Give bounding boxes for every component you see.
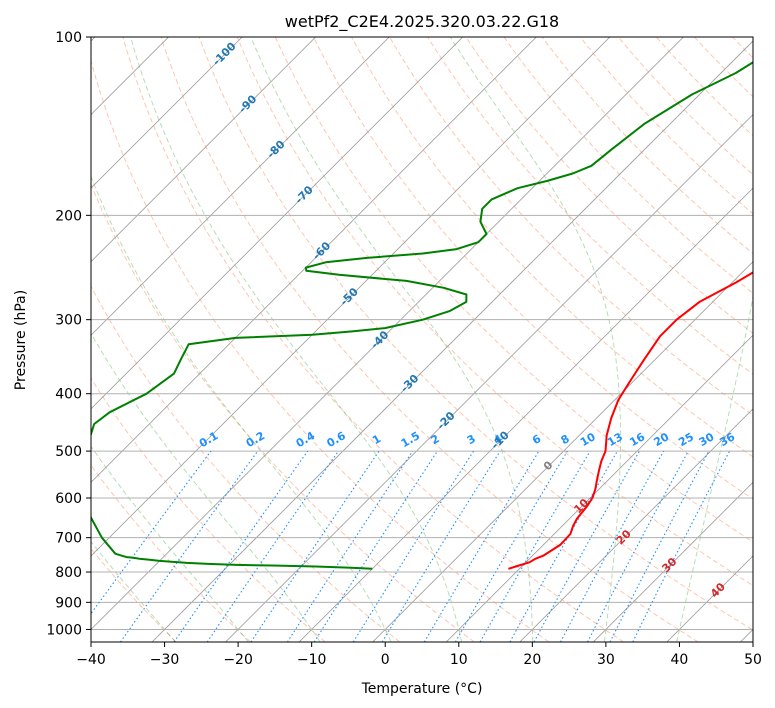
- y-tick-label: 400: [55, 387, 82, 403]
- isotherm: [91, 37, 537, 483]
- moist-adiabat: [91, 332, 321, 642]
- mixing-ratio-line: [91, 450, 212, 615]
- x-tick-label: −10: [297, 652, 327, 668]
- y-tick-label: 700: [55, 531, 82, 547]
- isotherm: [593, 481, 753, 642]
- isotherm: [91, 37, 464, 410]
- temperature-profile: [508, 271, 753, 570]
- isotherm: [372, 261, 753, 642]
- y-tick-label: 200: [55, 208, 82, 224]
- mixing-ratio-line: [454, 450, 568, 642]
- mixing-ratio-line: [423, 450, 540, 642]
- y-axis-title: Pressure (hPa): [13, 290, 29, 390]
- dry-adiabat: [503, 37, 753, 294]
- mixing-ratio-line: [509, 450, 618, 642]
- sounding-series: [91, 61, 753, 570]
- mixing-ratio-line: [560, 450, 665, 642]
- moist-adiabat: [130, 37, 463, 642]
- x-tick-label: 50: [744, 652, 762, 668]
- mixing-ratio-line: [173, 450, 309, 642]
- y-tick-label: 800: [55, 565, 82, 581]
- x-tick-label: 40: [671, 652, 689, 668]
- x-tick-label: −40: [76, 652, 106, 668]
- chart-title: wetPf2_C2E4.2025.320.03.22.G18: [285, 12, 559, 32]
- moist-adiabat: [91, 175, 392, 642]
- mixing-ratio-line: [119, 450, 259, 642]
- x-tick-label: −30: [150, 652, 180, 668]
- mixing-ratio-line: [313, 450, 438, 642]
- x-tick-label: −20: [223, 652, 253, 668]
- dry-adiabat: [579, 37, 753, 215]
- dry-adiabat: [91, 183, 475, 642]
- dry-adiabat: [617, 37, 753, 176]
- isotherm: [519, 408, 753, 642]
- y-tick-label: 300: [55, 313, 82, 329]
- plot-area: [91, 37, 753, 642]
- dry-adiabat: [465, 37, 753, 335]
- isotherm: [445, 334, 753, 642]
- y-tick-label: 500: [55, 444, 82, 460]
- dry-adiabat: [274, 37, 753, 543]
- isotherm: [91, 37, 390, 336]
- isotherm: [91, 37, 316, 263]
- dry-adiabat: [427, 37, 753, 375]
- mixing-ratio-line: [352, 450, 475, 642]
- plot-frame: [90, 36, 754, 643]
- mixing-ratio-line: [206, 450, 339, 642]
- mixing-ratio-lines: [91, 450, 731, 642]
- dry-adiabat: [91, 377, 326, 642]
- skewed-isotherms: [91, 37, 753, 642]
- x-tick-label: 10: [450, 652, 468, 668]
- x-tick-label: 0: [381, 652, 390, 668]
- dry-adiabat: [312, 37, 753, 500]
- mixing-ratio-line: [533, 450, 640, 642]
- dry-adiabat: [198, 37, 753, 631]
- dry-adiabat: [91, 285, 401, 642]
- moist-adiabat: [91, 445, 249, 642]
- moist-adiabat: [676, 293, 753, 642]
- mixing-ratio-line: [479, 450, 591, 642]
- dry-adiabat: [160, 37, 699, 642]
- x-axis-title: Temperature (°C): [361, 681, 483, 697]
- y-tick-label: 600: [55, 491, 82, 507]
- y-tick-label: 1000: [46, 622, 82, 638]
- dry-adiabat: [236, 37, 753, 587]
- dewpoint-profile: [91, 61, 753, 570]
- y-tick-label: 100: [55, 30, 82, 46]
- x-axis: −40 −30 −20 −10 0 10 20 30 40 50: [76, 642, 762, 668]
- isotherm: [225, 113, 753, 642]
- isotherm: [91, 37, 684, 631]
- isotherm: [151, 40, 753, 642]
- y-axis: 100 200 300 400 500 600 700 800 900 1000: [46, 30, 91, 638]
- moist-adiabat: [250, 37, 534, 642]
- y-tick-label: 900: [55, 595, 82, 611]
- isotherm: [91, 37, 243, 189]
- mixing-ratio-line: [381, 450, 501, 642]
- dry-adiabat: [389, 37, 753, 416]
- x-tick-label: 20: [523, 652, 541, 668]
- dry-adiabat: [122, 37, 624, 642]
- isotherm: [298, 187, 753, 642]
- x-tick-label: 30: [597, 652, 615, 668]
